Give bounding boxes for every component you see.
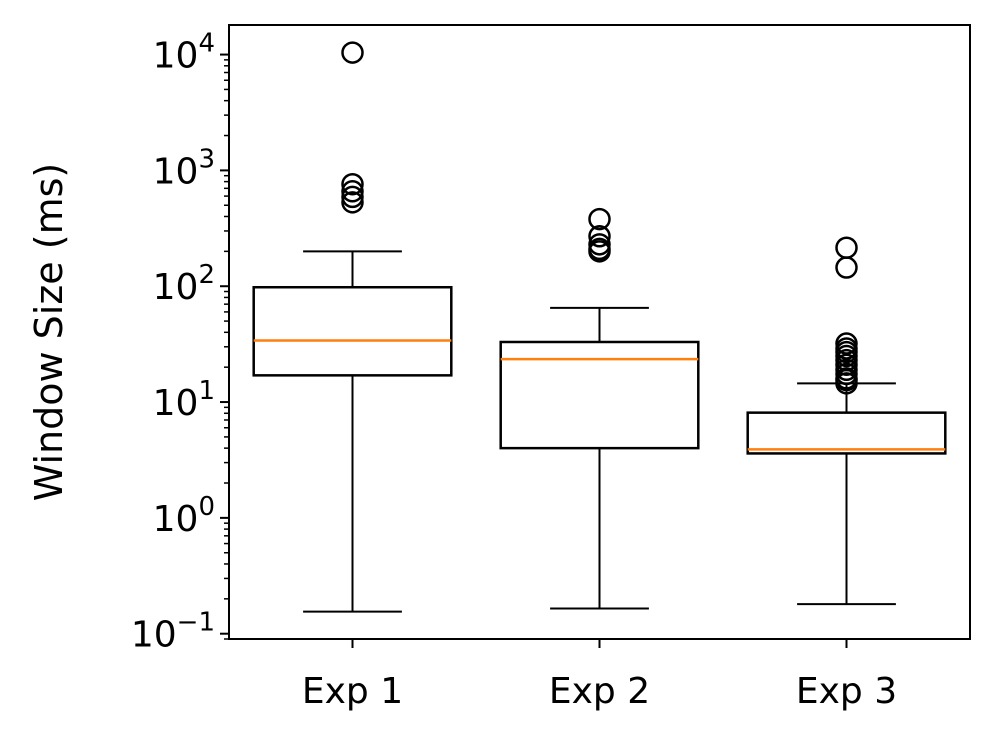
x-tick-label: Exp 2: [549, 671, 650, 712]
outlier-point: [588, 225, 611, 248]
box-2: [499, 207, 700, 610]
outlier-point: [835, 236, 858, 259]
outlier-point: [341, 180, 364, 203]
box-1: [252, 41, 453, 613]
outlier-point: [588, 240, 611, 263]
y-tick-label: 101: [153, 376, 215, 424]
iqr-box: [252, 285, 453, 377]
y-tick-label: 10−1: [131, 608, 215, 656]
outlier-point: [341, 185, 364, 209]
box-3: [746, 236, 947, 606]
y-axis: 10−1 100 101 102 103 104: [131, 29, 229, 656]
y-tick-label: 102: [153, 260, 215, 308]
outlier-point: [341, 41, 364, 64]
outlier-point: [341, 191, 364, 214]
y-tick-label: 104: [153, 29, 215, 77]
outlier-point: [588, 207, 611, 231]
iqr-box: [499, 340, 700, 450]
iqr-box: [746, 411, 947, 455]
y-tick-label: 100: [153, 492, 215, 540]
y-tick-label: 103: [153, 144, 215, 192]
boxes: [252, 41, 947, 613]
y-axis-label: Window Size (ms): [27, 163, 71, 501]
outlier-point: [835, 256, 858, 279]
outlier-point: [835, 372, 858, 395]
x-tick-label: Exp 1: [302, 671, 403, 712]
outlier-point: [341, 172, 364, 196]
x-tick-label: Exp 3: [796, 671, 897, 712]
x-axis: Exp 1 Exp 2 Exp 3: [302, 639, 897, 712]
